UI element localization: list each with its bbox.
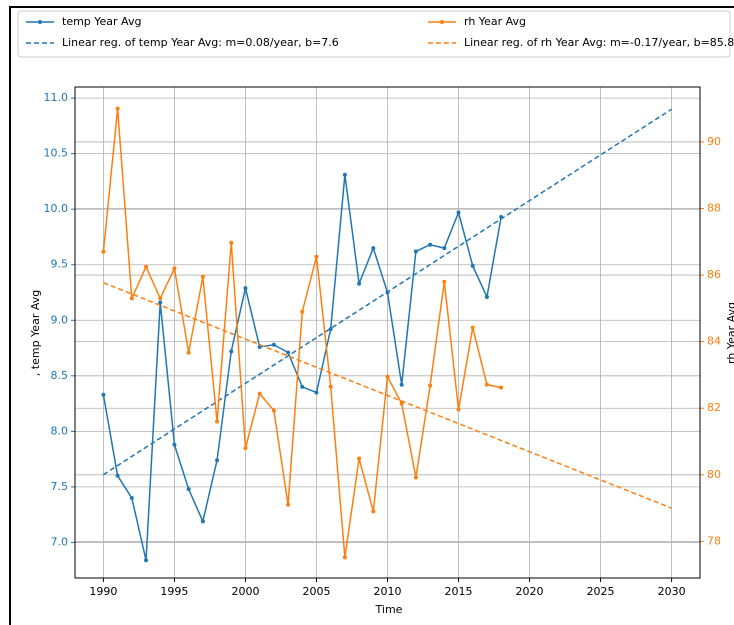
x-axis-label: Time — [375, 603, 403, 616]
y2-tick-label: 80 — [707, 468, 721, 481]
y-tick-label: 8.0 — [51, 424, 69, 437]
y2-tick-label: 78 — [707, 534, 721, 547]
y-tick-label: 7.5 — [51, 480, 69, 493]
series-line — [103, 282, 672, 509]
point — [186, 350, 191, 355]
y-tick-label: 9.0 — [51, 313, 69, 326]
legend-label: temp Year Avg — [62, 15, 141, 28]
point — [271, 342, 276, 347]
point — [115, 473, 120, 478]
point — [456, 407, 461, 412]
point — [456, 210, 461, 215]
x-tick-label: 2000 — [231, 585, 259, 598]
point — [229, 240, 234, 245]
point — [371, 509, 376, 514]
point — [158, 300, 163, 305]
y2-tick-label: 90 — [707, 135, 721, 148]
legend-label: rh Year Avg — [464, 15, 526, 28]
point — [328, 384, 333, 389]
point — [158, 296, 163, 301]
point — [243, 446, 248, 451]
point — [328, 327, 333, 332]
point — [229, 349, 234, 354]
point — [101, 249, 106, 254]
point — [172, 266, 177, 271]
y-axis-label: , temp Year Avg — [29, 290, 42, 376]
point — [442, 246, 447, 251]
y2-tick-label: 82 — [707, 401, 721, 414]
point — [399, 401, 404, 406]
point — [484, 294, 489, 299]
point — [385, 374, 390, 379]
point — [286, 350, 291, 355]
point — [413, 249, 418, 254]
point — [129, 296, 134, 301]
point — [101, 392, 106, 397]
point — [215, 458, 220, 463]
point — [257, 344, 262, 349]
point — [200, 274, 205, 279]
point — [186, 487, 191, 492]
x-tick-label: 2030 — [658, 585, 686, 598]
legend-marker — [440, 20, 444, 24]
y2-tick-label: 84 — [707, 335, 721, 348]
point — [200, 519, 205, 524]
y2-tick-label: 86 — [707, 268, 721, 281]
y-tick-label: 9.5 — [51, 258, 69, 271]
y-tick-label: 10.5 — [44, 147, 69, 160]
point — [342, 172, 347, 177]
legend-marker — [38, 20, 42, 24]
point — [314, 254, 319, 259]
point — [499, 385, 504, 390]
legend-label: Linear reg. of temp Year Avg: m=0.08/yea… — [62, 36, 339, 49]
x-tick-label: 2015 — [445, 585, 473, 598]
y-tick-label: 7.0 — [51, 535, 69, 548]
point — [286, 502, 291, 507]
point — [144, 558, 149, 563]
point — [371, 246, 376, 251]
point — [399, 382, 404, 387]
y-tick-label: 8.5 — [51, 369, 69, 382]
point — [442, 279, 447, 284]
point — [314, 390, 319, 395]
point — [215, 419, 220, 424]
x-tick-label: 2020 — [516, 585, 544, 598]
x-tick-label: 2005 — [302, 585, 330, 598]
point — [470, 263, 475, 268]
point — [300, 384, 305, 389]
point — [300, 309, 305, 314]
x-tick-label: 1995 — [160, 585, 188, 598]
plot-frame — [74, 86, 701, 579]
legend-box — [17, 10, 731, 58]
point — [144, 264, 149, 269]
point — [413, 475, 418, 480]
y-tick-label: 11.0 — [44, 91, 69, 104]
x-tick-label: 1990 — [89, 585, 117, 598]
point — [357, 281, 362, 286]
series-line — [102, 174, 502, 561]
x-tick-label: 2010 — [374, 585, 402, 598]
point — [484, 382, 489, 387]
series-line — [103, 108, 672, 476]
point — [271, 408, 276, 413]
point — [257, 391, 262, 396]
legend-label: Linear reg. of rh Year Avg: m=-0.17/year… — [464, 36, 734, 49]
y-tick-label: 10.0 — [44, 202, 69, 215]
x-tick-label: 2025 — [587, 585, 615, 598]
point — [470, 325, 475, 330]
point — [342, 555, 347, 560]
point — [428, 242, 433, 247]
point — [115, 106, 120, 111]
y2-axis-label: rh Year Avg — [725, 302, 734, 364]
window-border-top — [9, 6, 734, 8]
y2-tick-label: 88 — [707, 202, 721, 215]
point — [172, 442, 177, 447]
point — [129, 496, 134, 501]
point — [243, 286, 248, 291]
point — [357, 456, 362, 461]
point — [428, 383, 433, 388]
window-border-left — [9, 6, 11, 625]
